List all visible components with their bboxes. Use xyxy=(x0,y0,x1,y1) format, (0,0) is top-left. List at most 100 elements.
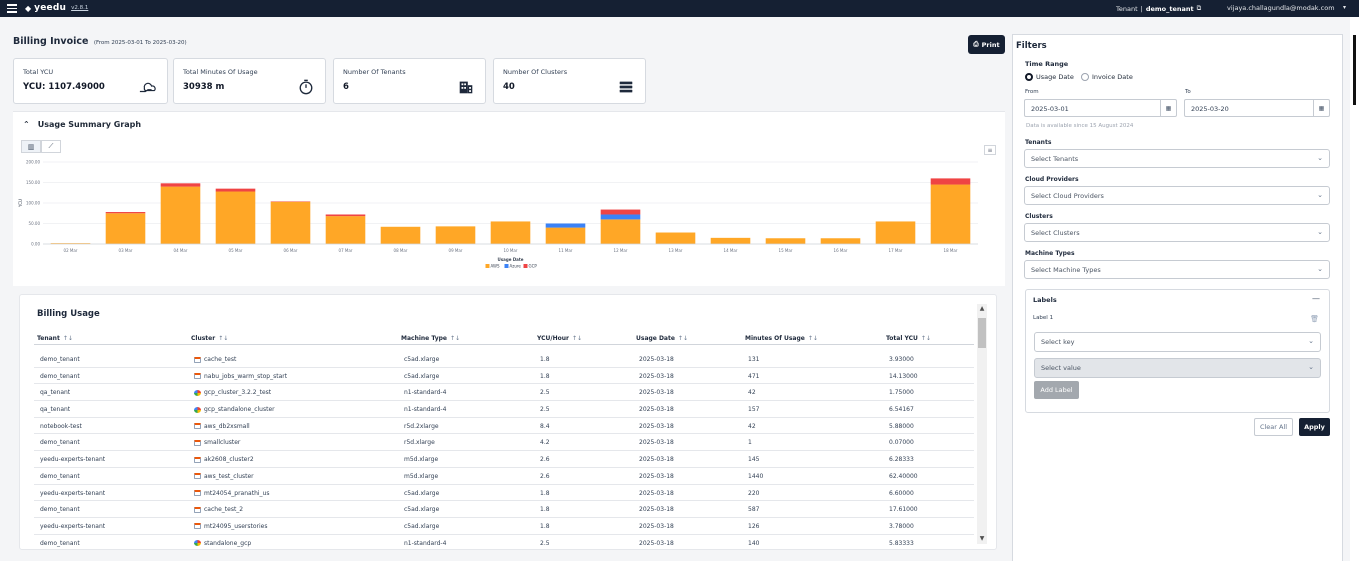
version-link[interactable]: v2.8.1 xyxy=(71,5,89,11)
sort-icon[interactable]: ↑↓ xyxy=(62,335,73,342)
to-date-input[interactable]: 2025-03-20 ▦ xyxy=(1184,99,1330,117)
page-scrollbar-thumb[interactable] xyxy=(1353,35,1356,105)
cell-minutes: 42 xyxy=(748,389,756,397)
cell-tenant: notebook-test xyxy=(40,422,82,430)
cell-machine-type: c5ad.xlarge xyxy=(404,489,440,497)
col-usage-date-header[interactable]: Usage Date ↑↓ xyxy=(636,335,688,342)
trash-icon[interactable]: 🗑 xyxy=(1310,315,1319,323)
cell-total-ycu: 0.07000 xyxy=(889,439,914,447)
cell-usage-date: 2025-03-18 xyxy=(639,406,674,414)
col-ycu-hour-header[interactable]: YCU/Hour ↑↓ xyxy=(537,335,583,342)
col-total-ycu-header[interactable]: Total YCU ↑↓ xyxy=(886,335,931,342)
sort-icon[interactable]: ↑↓ xyxy=(807,335,818,342)
scrollbar-thumb[interactable] xyxy=(978,318,986,348)
table-row[interactable]: yeedu-experts-tenant mt24095_userstories c… xyxy=(34,518,974,535)
table-row[interactable]: demo_tenant cache_test c5ad.xlarge 1.8 2025-… xyxy=(34,351,974,368)
chevron-down-icon: ⌄ xyxy=(1308,363,1314,371)
col-machine-type-header[interactable]: Machine Type ↑↓ xyxy=(401,335,461,342)
machine-types-select[interactable]: Select Machine Types ⌄ xyxy=(1024,260,1330,279)
sort-icon[interactable]: ↑↓ xyxy=(450,335,461,342)
print-button[interactable]: ⎙ Print xyxy=(968,35,1005,54)
chevron-up-icon[interactable]: ⌃ xyxy=(23,120,30,129)
cell-ycu-hour: 1.8 xyxy=(540,372,550,380)
legend-label-azure: Azure xyxy=(510,264,522,269)
usage-summary-header[interactable]: ⌃ Usage Summary Graph xyxy=(23,120,142,129)
calendar-icon[interactable]: ▦ xyxy=(1313,100,1329,116)
y-tick-label: 150.00 xyxy=(26,180,40,185)
table-row[interactable]: yeedu-experts-tenant mt24054_pranathi_us c… xyxy=(34,485,974,502)
sort-icon[interactable]: ↑↓ xyxy=(677,335,688,342)
labels-section: Labels — Label 1 🗑 Select key ⌄ Select va… xyxy=(1025,289,1330,413)
line-chart-icon[interactable]: ⟋ xyxy=(41,140,61,153)
cell-tenant: yeedu-experts-tenant xyxy=(40,489,106,497)
scroll-up-icon[interactable]: ▲ xyxy=(979,305,985,312)
collapse-minus-icon[interactable]: — xyxy=(1312,294,1320,303)
radio-usage-date[interactable]: Usage Date xyxy=(1025,73,1074,81)
table-row[interactable]: qa_tenant gcp_standalone_cluster n1-standa… xyxy=(34,401,974,418)
cell-usage-date: 2025-03-18 xyxy=(639,522,674,530)
cell-usage-date: 2025-03-18 xyxy=(639,422,674,430)
gcp-icon xyxy=(194,406,201,413)
table-row[interactable]: demo_tenant nabu_jobs_warm_stop_start c5ad… xyxy=(34,368,974,385)
cell-cluster: gcp_standalone_cluster xyxy=(194,406,275,413)
cell-machine-type: n1-standard-4 xyxy=(404,389,447,397)
table-row[interactable]: notebook-test aws_db2xsmall r5d.2xlarge 8.4… xyxy=(34,418,974,435)
label-value-select[interactable]: Select value ⌄ xyxy=(1034,358,1321,378)
x-tick-label: 12 Mar xyxy=(614,248,628,253)
label-key-select[interactable]: Select key ⌄ xyxy=(1034,332,1321,352)
bar-chart-icon[interactable]: ▥ xyxy=(21,140,41,153)
cell-total-ycu: 17.61000 xyxy=(889,506,918,514)
calendar-icon[interactable]: ▦ xyxy=(1160,100,1176,116)
cell-machine-type: n1-standard-4 xyxy=(404,406,447,414)
col-cluster-header[interactable]: Cluster ↑↓ xyxy=(191,335,229,342)
table-row[interactable]: demo_tenant standalone_gcp n1-standard-4 2.… xyxy=(34,535,974,549)
radio-unchecked-icon xyxy=(1081,73,1089,81)
cell-minutes: 145 xyxy=(748,456,760,464)
x-tick-label: 02 Mar xyxy=(64,248,78,253)
table-row[interactable]: demo_tenant aws_test_cluster m5d.xlarge 2.6… xyxy=(34,468,974,485)
brand-logo[interactable]: ◆ yeedu v2.8.1 xyxy=(25,3,88,13)
bar-gcp xyxy=(215,188,256,192)
bar-aws xyxy=(50,243,91,244)
hamburger-menu-icon[interactable] xyxy=(7,4,17,13)
bar-aws xyxy=(435,226,476,244)
tenants-select[interactable]: Select Tenants ⌄ xyxy=(1024,149,1330,168)
cell-ycu-hour: 4.2 xyxy=(540,439,550,447)
table-row[interactable]: yeedu-experts-tenant ak2608_cluster2 m5d.x… xyxy=(34,451,974,468)
apply-button[interactable]: Apply xyxy=(1299,418,1330,436)
sort-icon[interactable]: ↑↓ xyxy=(920,335,931,342)
top-navbar: ◆ yeedu v2.8.1 Tenant | demo_tenant ⧉ vi… xyxy=(0,0,1359,17)
external-link-icon[interactable]: ⧉ xyxy=(1196,4,1202,12)
y-tick-label: 0.00 xyxy=(31,242,40,247)
bar-aws xyxy=(105,213,146,244)
user-menu-chevron-icon[interactable]: ▾ xyxy=(1343,4,1347,11)
radio-invoice-date[interactable]: Invoice Date xyxy=(1081,73,1133,81)
table-scrollbar[interactable]: ▲ ▼ xyxy=(977,304,987,544)
table-row[interactable]: qa_tenant gcp_cluster_3.2.2_test n1-standa… xyxy=(34,384,974,402)
bar-azure xyxy=(545,223,586,228)
from-label: From xyxy=(1025,89,1039,95)
user-email[interactable]: vijaya.challagundla@modak.com xyxy=(1227,4,1335,12)
sort-icon[interactable]: ↑↓ xyxy=(218,335,229,342)
scroll-down-icon[interactable]: ▼ xyxy=(979,535,985,542)
cloud-providers-label: Cloud Providers xyxy=(1025,176,1079,183)
clear-all-button[interactable]: Clear All xyxy=(1254,418,1293,436)
table-row[interactable]: demo_tenant smallcluster r5d.xlarge 4.2 2025… xyxy=(34,434,974,452)
tenant-switcher[interactable]: Tenant | demo_tenant ⧉ xyxy=(1116,4,1202,13)
table-row[interactable]: demo_tenant cache_test_2 c5ad.xlarge 1.8 202… xyxy=(34,501,974,518)
cell-tenant: demo_tenant xyxy=(40,506,80,514)
clusters-select[interactable]: Select Clusters ⌄ xyxy=(1024,223,1330,242)
add-label-button[interactable]: Add Label xyxy=(1034,381,1079,399)
chart-menu-icon[interactable]: ≡ xyxy=(984,145,996,155)
cell-cluster: cache_test xyxy=(194,356,236,363)
sort-icon[interactable]: ↑↓ xyxy=(571,335,583,342)
cell-minutes: 131 xyxy=(748,356,760,363)
page-scrollbar[interactable] xyxy=(1350,17,1359,561)
from-date-input[interactable]: 2025-03-01 ▦ xyxy=(1024,99,1177,117)
gcp-icon xyxy=(194,389,201,396)
cloud-providers-select[interactable]: Select Cloud Providers ⌄ xyxy=(1024,186,1330,205)
aws-icon xyxy=(194,523,201,530)
col-minutes-header[interactable]: Minutes Of Usage ↑↓ xyxy=(745,335,818,342)
chevron-down-icon: ⌄ xyxy=(1317,265,1323,273)
col-tenant-header[interactable]: Tenant ↑↓ xyxy=(37,335,73,342)
